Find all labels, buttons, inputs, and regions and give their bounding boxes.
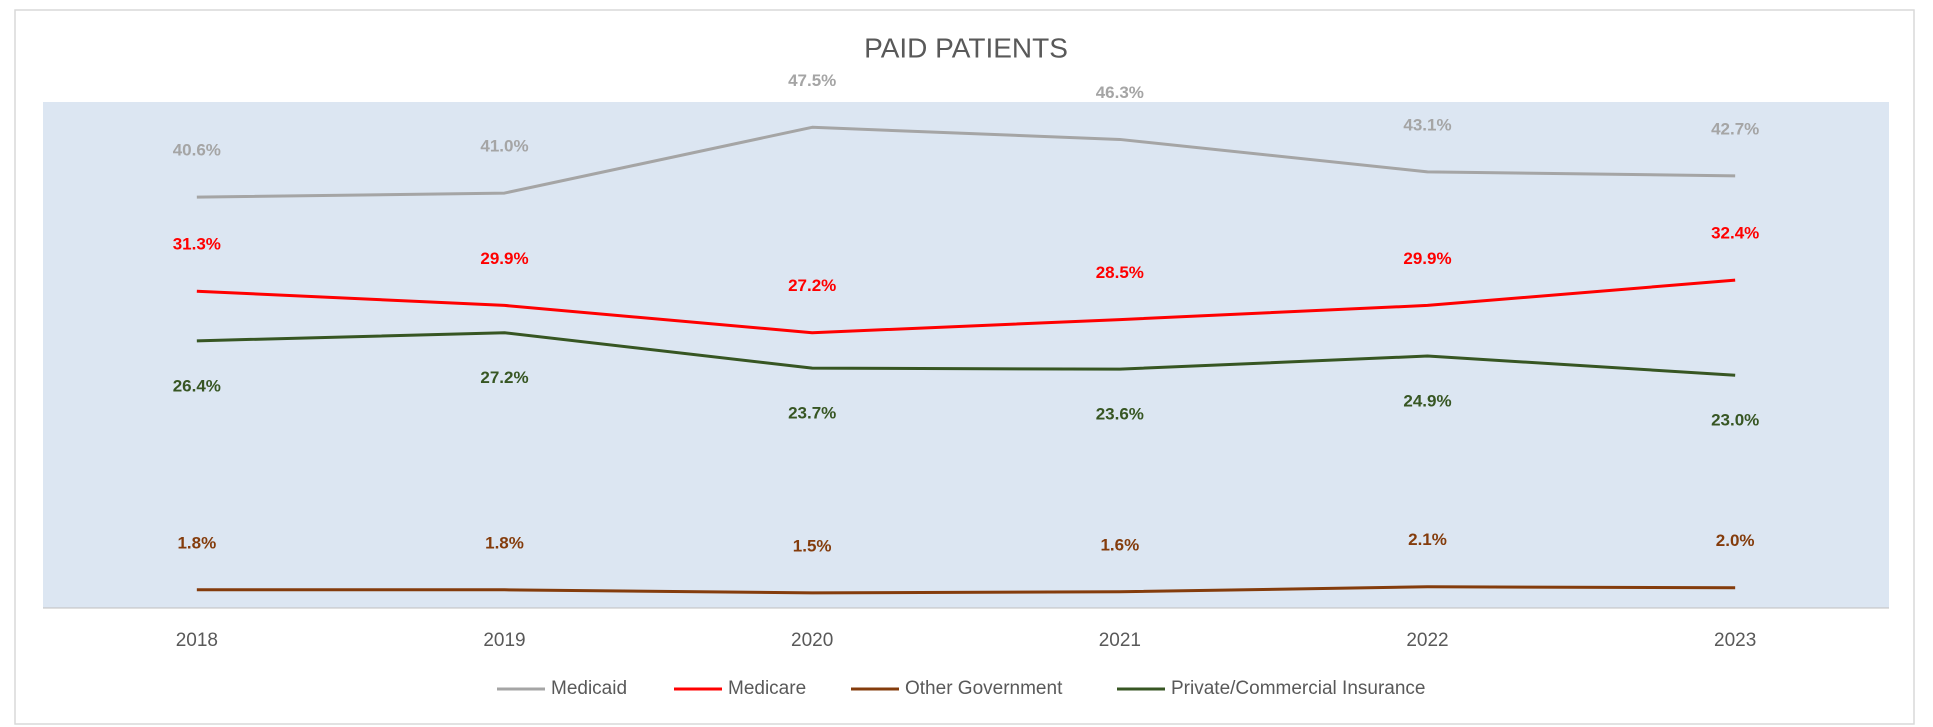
legend-label: Medicaid — [551, 678, 627, 699]
data-label: 27.2% — [788, 276, 836, 295]
x-tick-label: 2021 — [1099, 630, 1141, 651]
legend-label: Private/Commercial Insurance — [1171, 678, 1425, 699]
x-tick-label: 2023 — [1714, 630, 1756, 651]
series-line — [196, 278, 1736, 335]
chart-title: PAID PATIENTS — [864, 32, 1068, 63]
x-tick-label: 2020 — [791, 630, 833, 651]
data-label: 43.1% — [1403, 115, 1451, 134]
data-label: 40.6% — [173, 141, 221, 160]
series-line — [196, 125, 1736, 199]
x-tick-label: 2022 — [1406, 630, 1448, 651]
data-label: 47.5% — [788, 71, 836, 90]
legend-label: Other Government — [905, 678, 1063, 699]
data-label: 42.7% — [1711, 119, 1759, 138]
data-label: 46.3% — [1096, 83, 1144, 102]
series-line — [196, 331, 1736, 377]
data-label: 1.8% — [485, 533, 524, 552]
data-label: 23.7% — [788, 404, 836, 423]
data-label: 29.9% — [480, 249, 528, 268]
x-tick-label: 2018 — [176, 630, 218, 651]
data-label: 1.5% — [793, 536, 832, 555]
data-label: 41.0% — [480, 137, 528, 156]
data-label: 2.1% — [1408, 530, 1447, 549]
data-label: 32.4% — [1711, 224, 1759, 243]
data-label: 29.9% — [1403, 249, 1451, 268]
legend-label: Medicare — [728, 678, 806, 699]
data-label: 28.5% — [1096, 263, 1144, 282]
data-label: 1.8% — [177, 533, 216, 552]
data-label: 23.6% — [1096, 405, 1144, 424]
data-label: 2.0% — [1716, 531, 1755, 550]
data-label: 27.2% — [480, 368, 528, 387]
data-label: 31.3% — [173, 235, 221, 254]
data-label: 23.0% — [1711, 411, 1759, 430]
x-tick-label: 2019 — [483, 630, 525, 651]
data-label: 1.6% — [1100, 535, 1139, 554]
plot-area — [43, 102, 1889, 608]
data-label: 26.4% — [173, 376, 221, 395]
series-line — [196, 585, 1736, 595]
data-label: 24.9% — [1403, 391, 1451, 410]
